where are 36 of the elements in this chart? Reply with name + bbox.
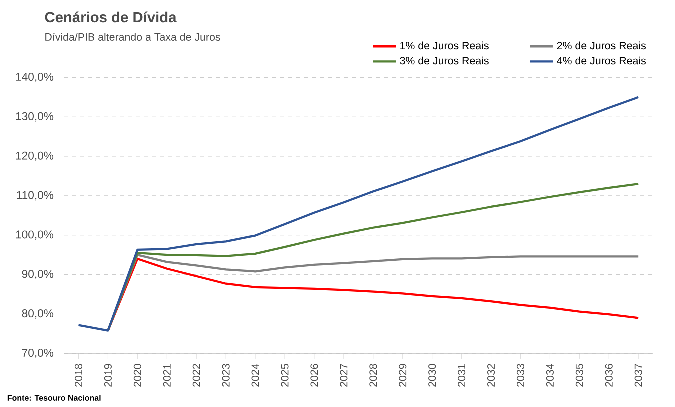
x-tick-label: 2028 bbox=[370, 364, 378, 387]
line-series bbox=[78, 96, 640, 332]
legend-label: 1% de Juros Reais bbox=[400, 42, 489, 50]
x-tick-label: 2030 bbox=[428, 364, 436, 387]
x-tick-label: 2022 bbox=[192, 364, 200, 387]
y-tick-label: 110,0% bbox=[17, 191, 54, 201]
y-tick-label: 120,0% bbox=[16, 152, 54, 162]
x-tick-label: 2029 bbox=[399, 364, 407, 387]
x-tick-label: 2035 bbox=[576, 364, 584, 387]
y-tick-label: 140,0% bbox=[16, 73, 54, 82]
x-tick-label: 2025 bbox=[281, 364, 289, 387]
legend-label: 2% de Juros Reais bbox=[557, 42, 646, 50]
y-tick-label: 130,0% bbox=[16, 112, 54, 122]
source-note: Fonte: Tesouro Nacional bbox=[8, 395, 101, 401]
x-tick-label: 2027 bbox=[340, 364, 348, 387]
x-tick-label: 2031 bbox=[458, 364, 466, 387]
x-tick-label: 2021 bbox=[163, 364, 171, 387]
x-tick-label: 2018 bbox=[74, 364, 83, 387]
x-tick-label: 2036 bbox=[605, 364, 613, 387]
x-tick-label: 2020 bbox=[134, 364, 142, 387]
x-tick-label: 2033 bbox=[516, 364, 525, 387]
x-tick-label: 2037 bbox=[634, 364, 642, 387]
y-tick-label: 90,0% bbox=[22, 270, 54, 280]
chart-title: Cenários de Dívida bbox=[45, 12, 177, 23]
x-tick-label: 2023 bbox=[222, 364, 230, 387]
y-tick-label: 80,0% bbox=[22, 310, 54, 319]
legend-label: 4% de Juros Reais bbox=[557, 56, 646, 65]
chart-subtitle: Dívida/PIB alterando a Taxa de Juros bbox=[46, 33, 220, 41]
x-tick-label: 2019 bbox=[104, 364, 112, 387]
x-tick-label: 2034 bbox=[546, 364, 554, 387]
y-tick-label: 70,0% bbox=[22, 348, 54, 358]
y-tick-label: 100,0% bbox=[16, 230, 54, 240]
x-tick-label: 2026 bbox=[310, 364, 318, 387]
legend-label: 3% de Juros Reais bbox=[400, 56, 489, 65]
x-tick-label: 2032 bbox=[487, 364, 496, 387]
x-tick-label: 2024 bbox=[252, 364, 260, 387]
